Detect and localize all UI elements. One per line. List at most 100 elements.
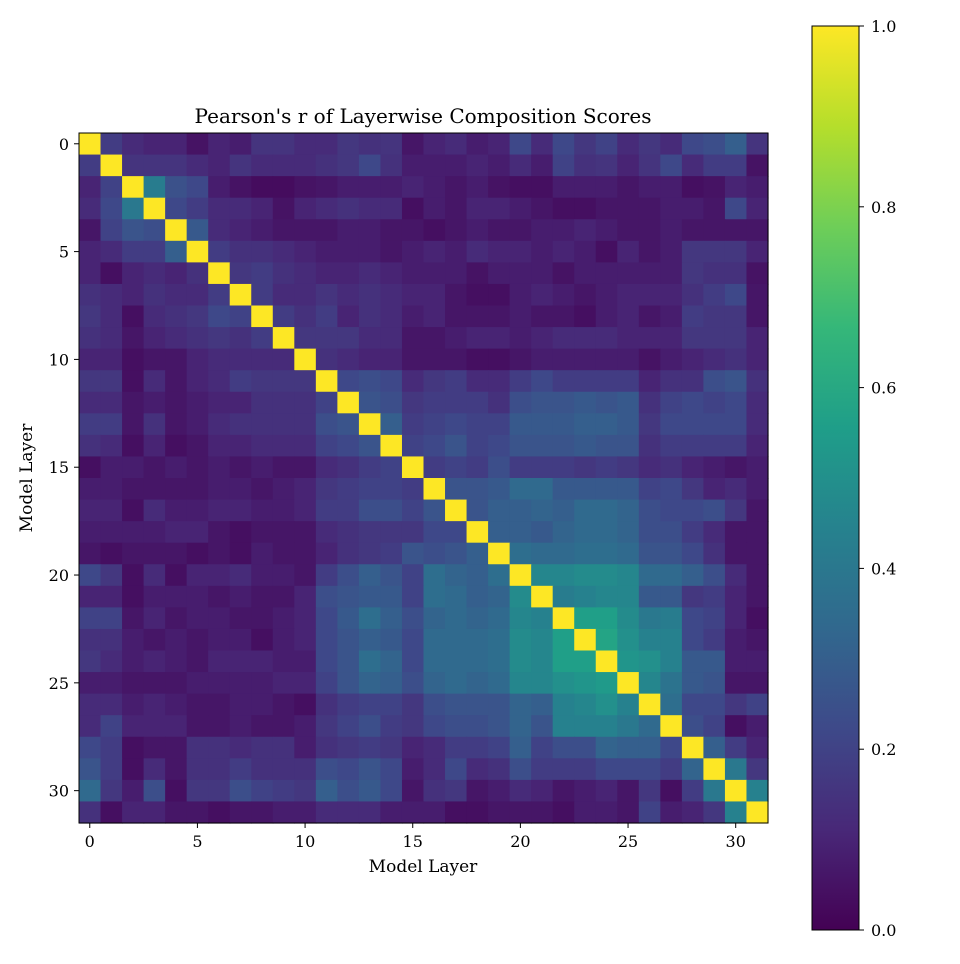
heatmap-cell bbox=[229, 715, 252, 738]
heatmap-cell bbox=[337, 391, 360, 414]
heatmap-cell bbox=[423, 348, 446, 371]
heatmap-cell bbox=[186, 283, 209, 307]
heatmap-cell bbox=[165, 779, 188, 803]
heatmap-cell bbox=[509, 262, 532, 285]
heatmap-cell bbox=[423, 499, 446, 522]
heatmap-cell bbox=[294, 240, 317, 263]
heatmap-cell bbox=[401, 262, 425, 285]
colorbar-tick-label: 0.2 bbox=[871, 740, 896, 759]
heatmap-cell bbox=[186, 456, 209, 479]
heatmap-cell bbox=[703, 327, 726, 350]
heatmap-cell bbox=[724, 607, 748, 630]
heatmap-cell bbox=[552, 240, 575, 263]
heatmap-cell bbox=[208, 736, 231, 759]
heatmap-cell bbox=[552, 607, 575, 630]
heatmap-cell bbox=[617, 305, 640, 328]
heatmap-cell bbox=[186, 607, 209, 630]
heatmap-cell bbox=[445, 585, 468, 608]
colorbar-tick-label: 0.6 bbox=[871, 379, 896, 398]
heatmap-cell bbox=[660, 758, 683, 781]
heatmap-cell bbox=[488, 521, 511, 544]
heatmap-cell bbox=[380, 650, 403, 673]
heatmap-cell bbox=[122, 715, 145, 738]
y-tick-label: 30 bbox=[49, 782, 69, 801]
heatmap-cell bbox=[358, 133, 382, 156]
heatmap-cell bbox=[660, 585, 683, 608]
heatmap-cell bbox=[681, 413, 705, 436]
heatmap-cell bbox=[531, 801, 554, 824]
heatmap-cell bbox=[337, 197, 360, 220]
heatmap-cell bbox=[574, 521, 597, 544]
heatmap-cell bbox=[466, 283, 489, 307]
heatmap-cell bbox=[165, 456, 188, 479]
heatmap-cell bbox=[401, 499, 425, 522]
x-axis: 0 5 10 15 20 25 30 bbox=[85, 823, 746, 851]
heatmap-cell bbox=[703, 283, 726, 307]
heatmap-cell bbox=[337, 585, 360, 608]
heatmap-cell bbox=[531, 715, 554, 738]
heatmap-cell bbox=[79, 219, 102, 242]
heatmap-cell bbox=[358, 197, 382, 220]
heatmap-cell bbox=[143, 758, 166, 781]
heatmap-cell bbox=[401, 456, 425, 479]
heatmap-cell bbox=[401, 219, 425, 242]
heatmap-cell bbox=[660, 607, 683, 630]
heatmap-cell bbox=[660, 801, 683, 824]
heatmap-cell bbox=[574, 370, 597, 393]
heatmap-cell bbox=[229, 219, 252, 242]
heatmap-cell bbox=[337, 542, 360, 565]
heatmap-cell bbox=[315, 370, 338, 393]
x-tick-label: 0 bbox=[85, 832, 95, 851]
heatmap-cell bbox=[423, 154, 446, 177]
heatmap-cell bbox=[229, 348, 252, 371]
heatmap-cell bbox=[445, 542, 468, 565]
heatmap-cell bbox=[574, 262, 597, 285]
heatmap-cell bbox=[660, 564, 683, 587]
heatmap-cell bbox=[251, 693, 274, 716]
heatmap-cell bbox=[617, 672, 640, 695]
heatmap-cell bbox=[79, 628, 102, 652]
heatmap-cell bbox=[401, 176, 425, 199]
heatmap-cell bbox=[488, 456, 511, 479]
heatmap-cell bbox=[724, 240, 748, 263]
heatmap-cell bbox=[294, 628, 317, 652]
heatmap-cell bbox=[595, 478, 618, 501]
heatmap-cell bbox=[660, 736, 683, 759]
heatmap-cell bbox=[294, 478, 317, 501]
heatmap-cell bbox=[466, 607, 489, 630]
heatmap-cell bbox=[315, 197, 338, 220]
heatmap-cell bbox=[423, 801, 446, 824]
heatmap-cell bbox=[595, 370, 618, 393]
heatmap-cell bbox=[337, 219, 360, 242]
heatmap-cell bbox=[681, 628, 705, 652]
heatmap-cell bbox=[509, 542, 532, 565]
heatmap-cell bbox=[423, 779, 446, 803]
heatmap-cell bbox=[574, 283, 597, 307]
heatmap-cell bbox=[509, 758, 532, 781]
heatmap-cell bbox=[229, 736, 252, 759]
heatmap-cell bbox=[143, 305, 166, 328]
heatmap-cell bbox=[488, 499, 511, 522]
heatmap-cell bbox=[703, 672, 726, 695]
heatmap-cell bbox=[401, 197, 425, 220]
heatmap-cell bbox=[617, 521, 640, 544]
heatmap-cell bbox=[380, 197, 403, 220]
heatmap-cell bbox=[100, 456, 123, 479]
heatmap-cell bbox=[423, 758, 446, 781]
heatmap-cell bbox=[229, 327, 252, 350]
heatmap-cell bbox=[574, 736, 597, 759]
heatmap-cell bbox=[294, 736, 317, 759]
heatmap-cell bbox=[445, 219, 468, 242]
heatmap-cell bbox=[509, 607, 532, 630]
heatmap-cell bbox=[552, 176, 575, 199]
heatmap-cell bbox=[681, 672, 705, 695]
heatmap-cell bbox=[165, 521, 188, 544]
heatmap-cell bbox=[574, 628, 597, 652]
heatmap-cell bbox=[423, 305, 446, 328]
heatmap-cell bbox=[380, 779, 403, 803]
heatmap-cell bbox=[401, 585, 425, 608]
heatmap-cell bbox=[401, 779, 425, 803]
heatmap-cell bbox=[746, 672, 769, 695]
heatmap-cell bbox=[100, 413, 123, 436]
heatmap-cell bbox=[315, 478, 338, 501]
